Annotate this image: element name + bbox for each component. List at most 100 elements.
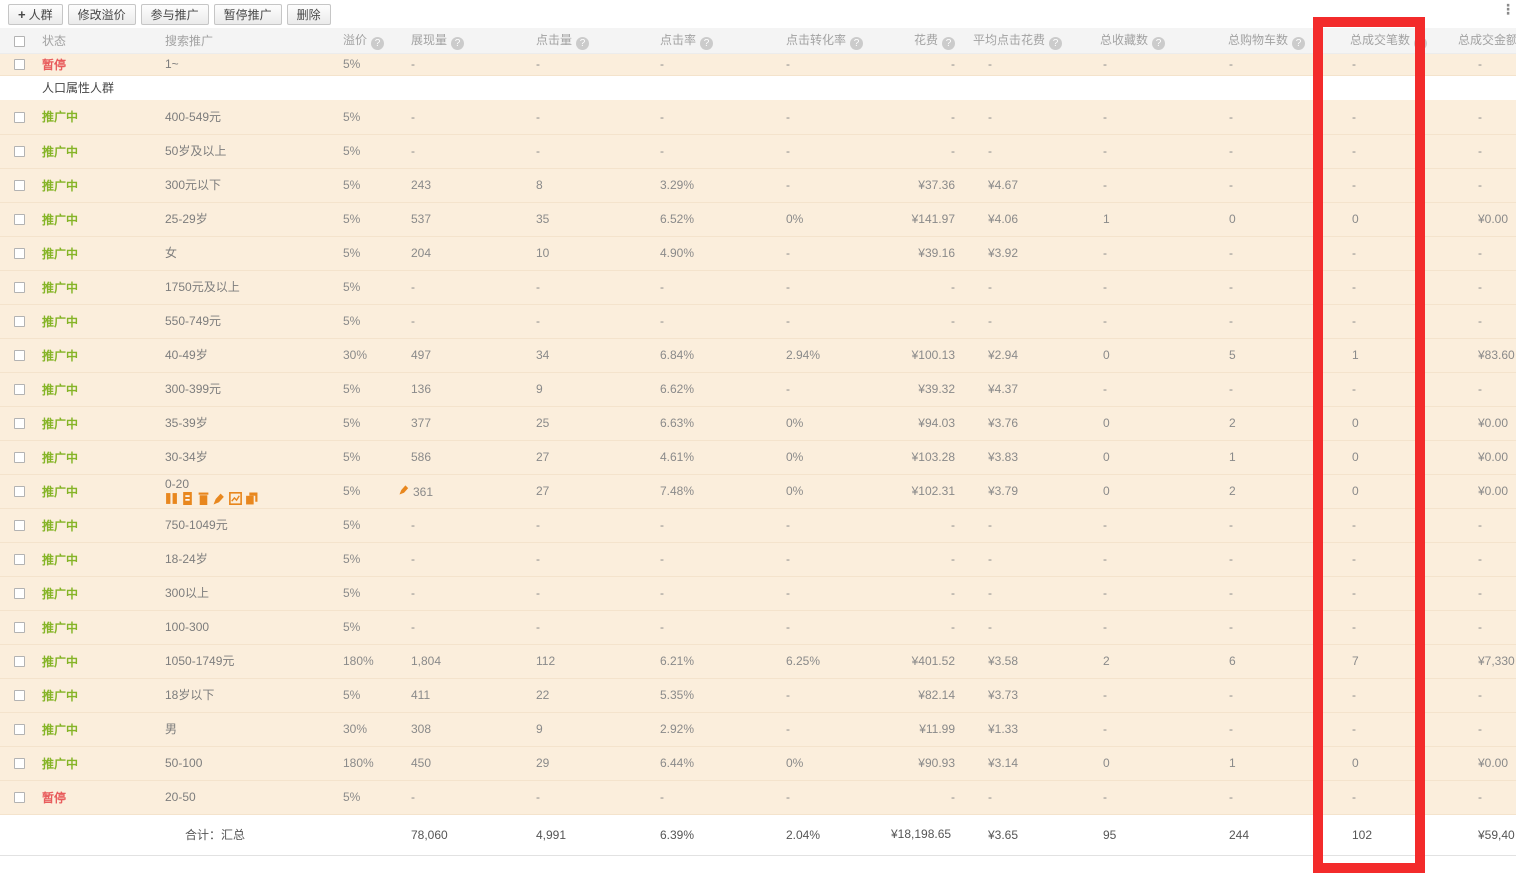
modify-premium-button[interactable]: 修改溢价 xyxy=(67,3,136,25)
row-checkbox[interactable] xyxy=(14,248,25,260)
status-badge: 推广中 xyxy=(42,382,79,397)
favorites-cell: - xyxy=(1086,236,1210,271)
row-checkbox[interactable] xyxy=(14,384,25,396)
orders-cell: 0 xyxy=(1334,406,1450,441)
revenue-cell: - xyxy=(1450,678,1516,713)
edit-icon[interactable] xyxy=(213,492,226,505)
row-checkbox[interactable] xyxy=(14,486,25,498)
premium-cell: 5% xyxy=(330,270,398,305)
audience-label: 50-100 xyxy=(165,756,203,770)
help-icon[interactable]: ? xyxy=(576,36,590,50)
row-checkbox[interactable] xyxy=(14,520,25,532)
add-audience-button[interactable]: + 人群 xyxy=(8,3,63,25)
row-checkbox[interactable] xyxy=(14,316,25,328)
cost-cell: ¥11.99 xyxy=(882,712,960,747)
revenue-cell: - xyxy=(1450,134,1516,169)
chart-icon[interactable] xyxy=(229,492,242,505)
table-row: 推广中 男 30% 308 9 2.92% - ¥11.99 ¥1.33 - -… xyxy=(0,712,1516,747)
row-checkbox[interactable] xyxy=(14,656,25,668)
row-checkbox[interactable] xyxy=(14,214,25,226)
table-row: 推广中 30-34岁 5% 586 27 4.61% 0% ¥103.28 ¥3… xyxy=(0,440,1516,475)
ctr-cell: 4.90% xyxy=(646,236,772,271)
row-checkbox[interactable] xyxy=(14,282,25,294)
favorites-cell: - xyxy=(1086,542,1210,577)
impressions-value: 377 xyxy=(411,416,432,430)
summary-clicks: 4,991 xyxy=(522,813,646,856)
select-all-checkbox[interactable] xyxy=(14,35,25,47)
row-checkbox[interactable] xyxy=(14,554,25,566)
row-checkbox[interactable] xyxy=(14,588,25,600)
summary-impressions: 78,060 xyxy=(398,813,522,856)
orders-cell: - xyxy=(1334,712,1450,747)
pause-icon[interactable] xyxy=(165,492,178,505)
row-checkbox[interactable] xyxy=(14,180,25,192)
cvr-cell: - xyxy=(772,542,882,577)
column-header-orders: 总成交笔数? xyxy=(1334,28,1450,54)
orders-cell: - xyxy=(1334,270,1450,305)
help-icon[interactable]: ? xyxy=(451,36,465,50)
orders-cell: - xyxy=(1334,134,1450,169)
help-icon[interactable]: ? xyxy=(371,36,385,50)
table-header-row: 状态 搜索推广 溢价? 展现量? 点击量? 点击率? 点击转化率? 花费? 平均… xyxy=(0,28,1516,54)
row-checkbox[interactable] xyxy=(14,690,25,702)
help-icon[interactable]: ? xyxy=(1049,36,1063,50)
join-promotion-button[interactable]: 参与推广 xyxy=(140,3,209,25)
help-icon[interactable]: ? xyxy=(1414,36,1428,50)
impressions-value: 243 xyxy=(411,178,432,192)
revenue-cell: ¥0.00 xyxy=(1450,406,1516,441)
pause-promotion-button[interactable]: 暂停推广 xyxy=(213,3,282,25)
cvr-cell: - xyxy=(772,610,882,645)
cost-cell: ¥82.14 xyxy=(882,678,960,713)
audience-label: 50岁及以上 xyxy=(165,144,227,158)
help-icon[interactable]: ? xyxy=(850,36,864,50)
row-checkbox[interactable] xyxy=(14,112,25,124)
premium-cell: 5% xyxy=(330,53,398,76)
premium-cell: 5% xyxy=(330,202,398,237)
delete-button[interactable]: 删除 xyxy=(286,3,331,25)
ctr-cell: 2.92% xyxy=(646,712,772,747)
row-checkbox[interactable] xyxy=(14,758,25,770)
cost-cell: ¥141.97 xyxy=(882,202,960,237)
cvr-cell: 0% xyxy=(772,474,882,509)
summary-label: 合计：汇总 xyxy=(130,813,330,856)
help-icon[interactable]: ? xyxy=(1152,36,1166,50)
help-icon[interactable]: ? xyxy=(1292,36,1306,50)
cvr-cell: - xyxy=(772,100,882,135)
delete-icon[interactable] xyxy=(197,492,210,505)
clipboard-icon[interactable] xyxy=(181,492,194,505)
row-checkbox[interactable] xyxy=(14,350,25,362)
orders-cell: - xyxy=(1334,100,1450,135)
row-checkbox[interactable] xyxy=(14,59,25,71)
audience-label: 1750元及以上 xyxy=(165,280,240,294)
column-settings-icon[interactable]: ⋮ xyxy=(1501,1,1515,17)
premium-cell: 5% xyxy=(330,508,398,543)
row-checkbox[interactable] xyxy=(14,452,25,464)
help-icon[interactable]: ? xyxy=(942,36,955,50)
help-icon[interactable]: ? xyxy=(700,36,714,50)
row-checkbox[interactable] xyxy=(14,724,25,736)
summary-revenue: ¥59,40 xyxy=(1450,813,1516,856)
audience-label: 20-50 xyxy=(165,790,196,804)
row-checkbox[interactable] xyxy=(14,792,25,804)
copy-icon[interactable] xyxy=(245,492,258,505)
row-checkbox[interactable] xyxy=(14,418,25,430)
carts-cell: 1 xyxy=(1210,440,1334,475)
clicks-cell: - xyxy=(522,270,646,305)
column-header-search-promotion: 搜索推广 xyxy=(130,28,330,54)
premium-cell: 5% xyxy=(330,440,398,475)
audience-label: 40-49岁 xyxy=(165,348,208,362)
section-header-row: 人口属性人群 xyxy=(0,75,1516,100)
clicks-cell: - xyxy=(522,610,646,645)
summary-favorites: 95 xyxy=(1086,813,1210,856)
favorites-cell: 1 xyxy=(1086,202,1210,237)
premium-cell: 30% xyxy=(330,338,398,373)
row-checkbox[interactable] xyxy=(14,146,25,158)
carts-cell: - xyxy=(1210,712,1334,747)
edit-icon[interactable] xyxy=(399,484,410,495)
favorites-cell: - xyxy=(1086,678,1210,713)
premium-cell: 5% xyxy=(330,168,398,203)
premium-cell: 30% xyxy=(330,712,398,747)
row-checkbox[interactable] xyxy=(14,622,25,634)
orders-cell: - xyxy=(1334,576,1450,611)
ctr-cell: 6.44% xyxy=(646,746,772,781)
